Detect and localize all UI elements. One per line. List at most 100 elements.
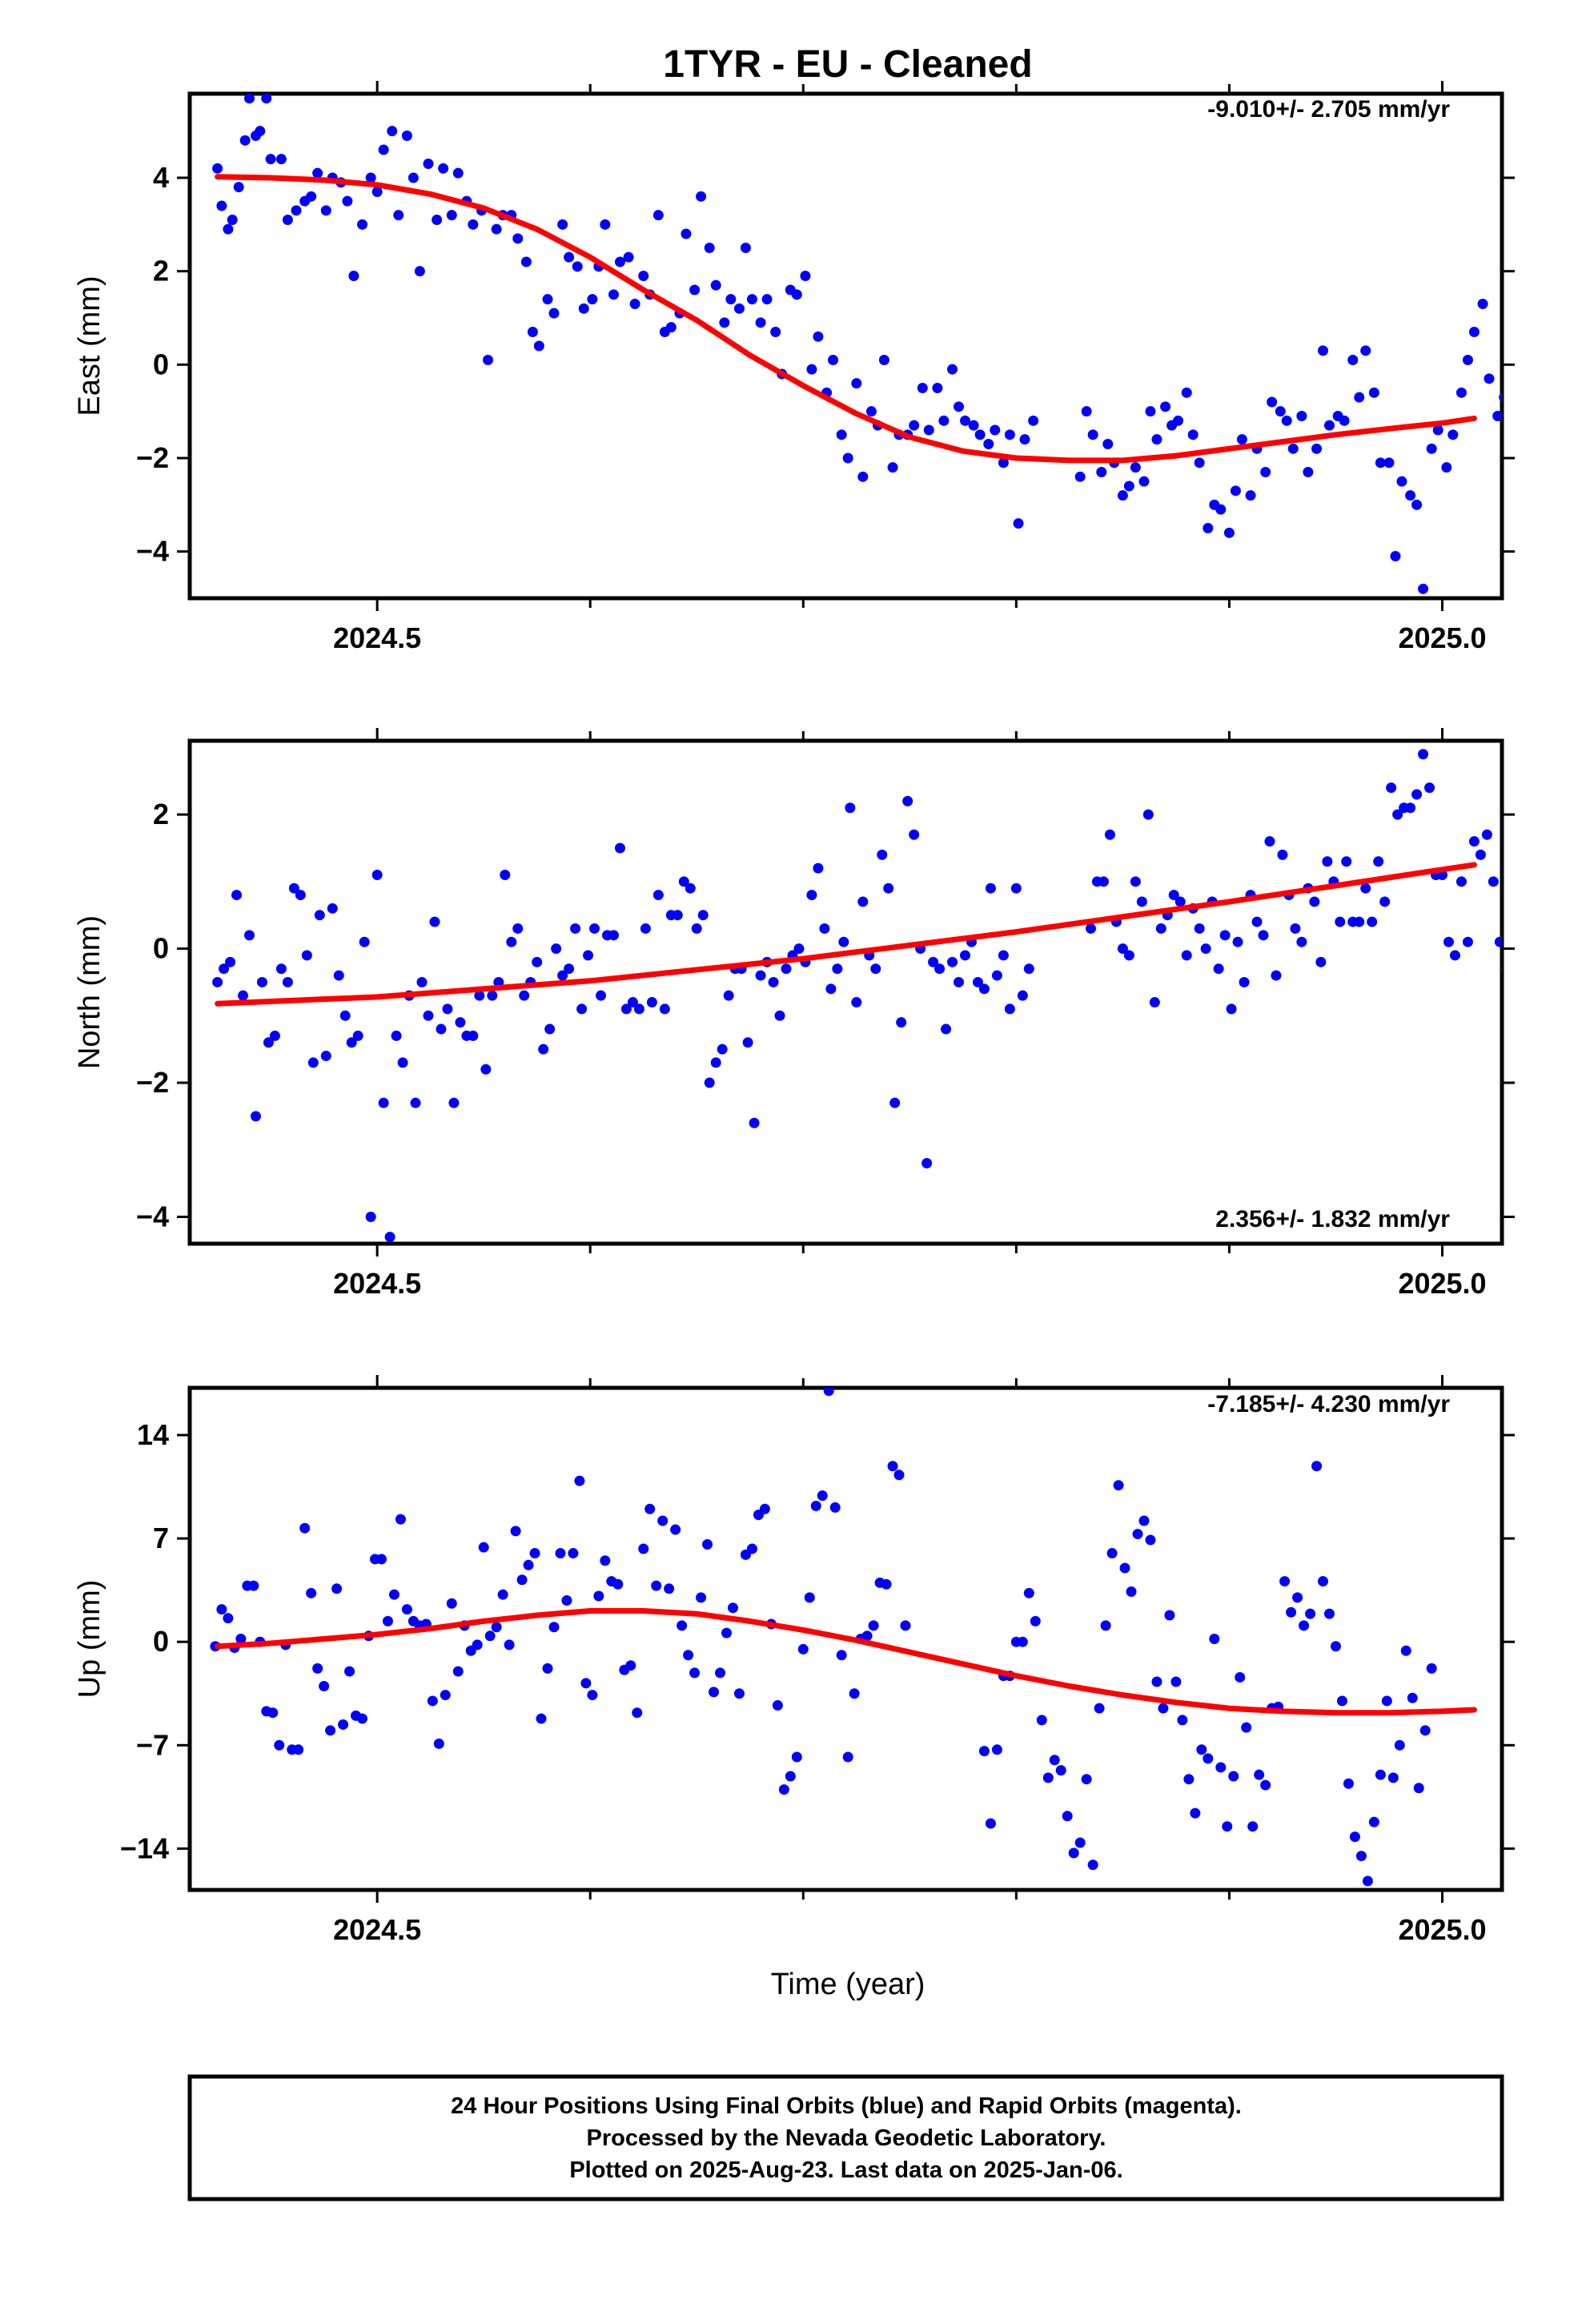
data-point: [1213, 963, 1224, 975]
data-point: [529, 1548, 540, 1559]
data-point: [1239, 976, 1250, 987]
data-point: [702, 1538, 713, 1550]
data-point: [829, 1502, 841, 1513]
data-point: [1190, 1807, 1201, 1819]
data-point: [523, 1559, 534, 1570]
data-point: [416, 976, 428, 987]
data-point: [896, 1017, 907, 1028]
data-point: [1432, 424, 1443, 436]
data-point: [709, 1687, 720, 1698]
data-point: [365, 172, 376, 183]
east-panel: 2024.5 2025.0 4 2 0 −2 −4 East (mm) -9.010+/- 2.…: [73, 81, 1554, 654]
data-point: [255, 126, 266, 137]
data-point: [838, 936, 849, 947]
x-tick-label: 2024.5: [333, 621, 421, 654]
data-point: [239, 135, 251, 146]
data-point: [388, 1589, 400, 1600]
data-point: [320, 1051, 331, 1062]
data-point: [1354, 392, 1365, 403]
data-point: [1151, 1676, 1162, 1687]
data-point: [1096, 467, 1107, 477]
data-point: [212, 163, 223, 174]
data-point: [998, 950, 1009, 961]
y-axis-label: East (mm): [73, 275, 106, 416]
data-point: [267, 1707, 279, 1719]
data-point: [887, 462, 898, 473]
data-point: [344, 1666, 355, 1677]
data-point: [1544, 420, 1554, 431]
data-point: [1514, 485, 1524, 496]
data-point: [717, 1043, 728, 1055]
data-point: [719, 317, 730, 328]
data-point: [1386, 782, 1397, 794]
data-point: [941, 1023, 952, 1035]
data-point: [472, 1639, 483, 1651]
data-point: [806, 364, 817, 375]
data-point: [828, 355, 839, 365]
data-point: [219, 963, 230, 975]
data-point: [813, 331, 824, 342]
data-point: [538, 1043, 549, 1055]
data-point: [256, 976, 267, 987]
data-point: [455, 1017, 466, 1028]
y-axis-label: North (mm): [73, 915, 106, 1069]
data-point: [583, 950, 594, 961]
data-point: [1390, 551, 1401, 561]
data-point: [512, 233, 524, 244]
data-point: [365, 1212, 376, 1223]
data-point: [1145, 1534, 1156, 1546]
data-point: [250, 1111, 261, 1122]
data-point: [1311, 443, 1323, 454]
data-point: [849, 1688, 860, 1699]
data-point: [1309, 896, 1320, 907]
data-point: [1373, 856, 1384, 867]
data-point: [1136, 896, 1147, 907]
data-point: [327, 903, 338, 914]
data-point: [1339, 415, 1350, 426]
data-point: [1462, 355, 1473, 365]
data-point: [1323, 1608, 1335, 1619]
data-point: [1055, 1765, 1066, 1776]
data-point: [1102, 439, 1114, 449]
data-point: [557, 219, 568, 230]
data-point: [357, 1713, 368, 1724]
data-point: [1375, 1769, 1386, 1780]
data-point: [1349, 1831, 1360, 1843]
data-point: [1126, 1586, 1137, 1597]
data-point: [806, 890, 817, 901]
y-tick-label: −2: [136, 441, 169, 474]
data-point: [574, 1475, 585, 1486]
data-point: [333, 970, 344, 981]
data-point: [1183, 1774, 1195, 1785]
data-point: [652, 890, 664, 901]
data-point: [727, 1602, 738, 1614]
data-point: [978, 1746, 990, 1757]
data-point: [483, 355, 493, 365]
data-point: [1264, 836, 1275, 847]
data-point: [1023, 963, 1034, 975]
x-tick-label: 2024.5: [333, 1267, 421, 1300]
data-point: [359, 936, 370, 947]
data-point: [1396, 476, 1407, 487]
data-point: [1251, 916, 1263, 927]
data-point: [1226, 1003, 1237, 1015]
data-point: [1379, 896, 1391, 907]
data-point: [1456, 387, 1467, 398]
data-point: [382, 1615, 393, 1626]
data-point: [225, 956, 236, 967]
data-point: [817, 1490, 828, 1502]
data-point: [1279, 1576, 1291, 1587]
data-point: [625, 1660, 636, 1671]
data-point: [1151, 434, 1162, 445]
data-point: [1514, 863, 1524, 874]
data-point: [564, 251, 575, 263]
data-point: [614, 256, 625, 267]
data-point: [568, 1548, 579, 1559]
data-point: [1123, 480, 1134, 492]
data-point: [781, 963, 792, 975]
data-point: [1540, 830, 1550, 840]
data-point: [1318, 1576, 1328, 1587]
data-point: [836, 429, 847, 440]
data-point: [423, 1010, 434, 1021]
data-point: [1017, 1636, 1028, 1647]
